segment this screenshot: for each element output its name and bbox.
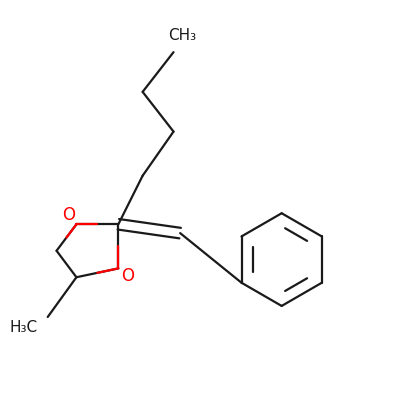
- Text: H₃C: H₃C: [9, 320, 38, 336]
- Text: O: O: [122, 267, 134, 285]
- Text: CH₃: CH₃: [168, 28, 196, 43]
- Text: O: O: [62, 206, 75, 224]
